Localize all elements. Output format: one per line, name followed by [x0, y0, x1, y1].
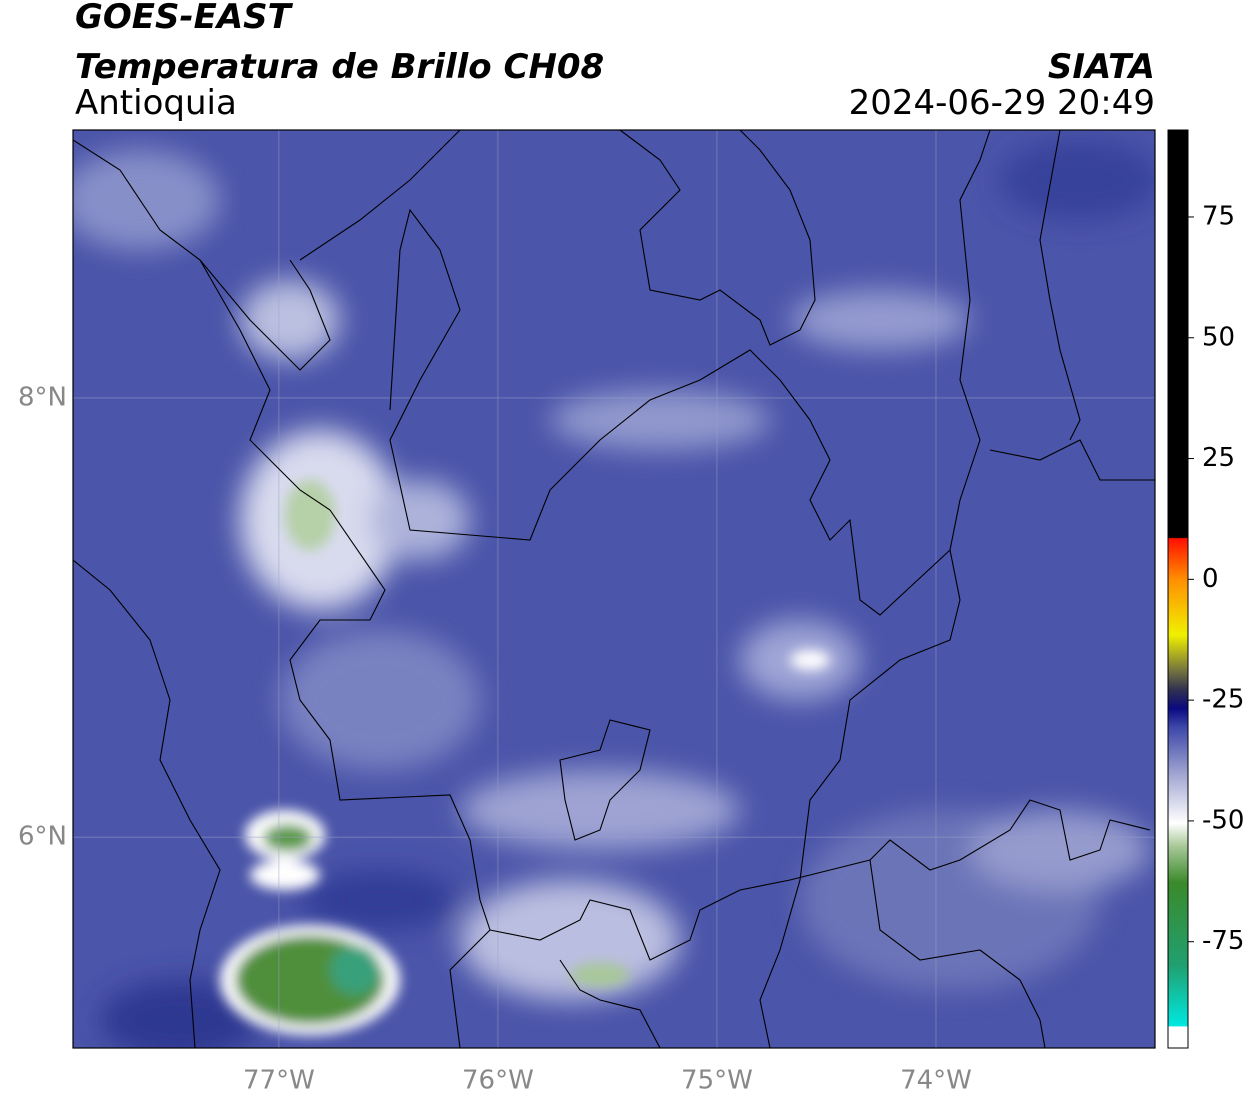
title: GOES-EAST [75, 0, 294, 37]
imagery [73, 130, 1155, 1048]
colorbar-tick-label: -50 [1202, 805, 1244, 835]
colorbar-tick-label: 25 [1202, 443, 1235, 473]
datetime: 2024-06-29 20:49 [849, 83, 1155, 123]
borders [73, 130, 1155, 1048]
y-tick-label: 8°N [18, 382, 67, 412]
subtitle: Temperatura de Brillo CH08 [75, 47, 604, 87]
y-tick-label: 6°N [18, 822, 67, 852]
source: SIATA [1048, 47, 1155, 87]
x-tick-label: 74°W [900, 1066, 972, 1096]
map-frame [72, 129, 1156, 1049]
x-tick-label: 77°W [243, 1066, 315, 1096]
colorbar-tick-label: -25 [1202, 685, 1244, 715]
colorbar-tick-label: 0 [1202, 564, 1219, 594]
region: Antioquia [75, 83, 237, 123]
colorbar-tick-label: 75 [1202, 201, 1235, 231]
colorbar-tick-label: 50 [1202, 322, 1235, 352]
graticule [73, 130, 1155, 1048]
x-tick-label: 76°W [462, 1066, 534, 1096]
colorbar-tick-label: -75 [1202, 926, 1244, 956]
colorbar [1167, 129, 1189, 1049]
x-tick-label: 75°W [681, 1066, 753, 1096]
